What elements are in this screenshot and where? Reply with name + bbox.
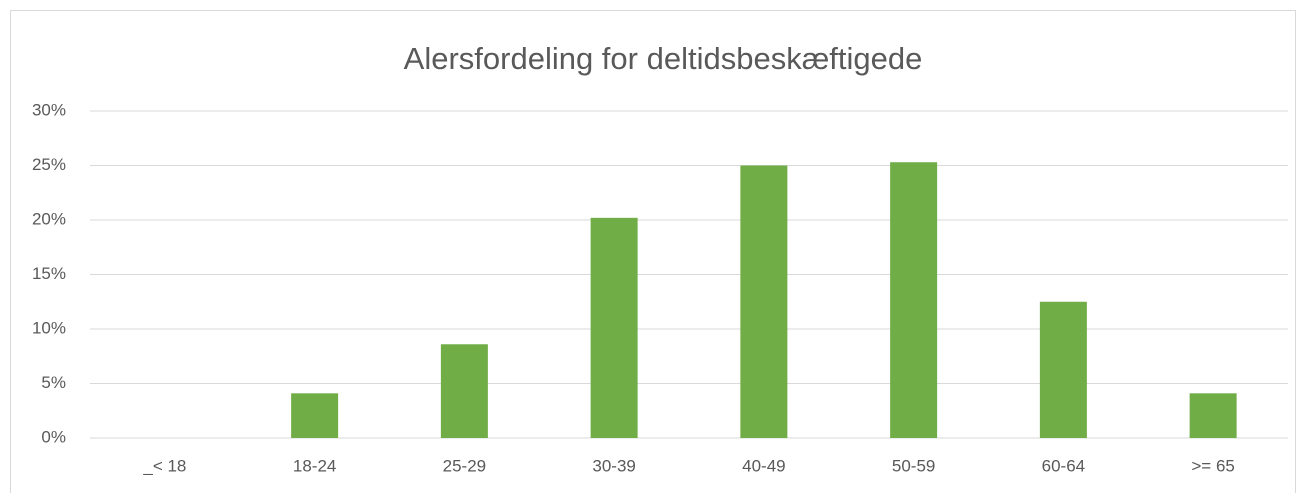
chart-frame: [10, 10, 1296, 493]
bar: [291, 393, 339, 438]
y-tick-label: 25%: [32, 155, 66, 174]
y-tick-label: 20%: [32, 209, 66, 228]
y-tick-label: 30%: [32, 100, 66, 119]
y-tick-label: 0%: [41, 427, 66, 446]
x-tick-label: 50-59: [892, 456, 935, 475]
x-tick-label: 40-49: [742, 456, 785, 475]
y-tick-label: 15%: [32, 264, 66, 283]
x-tick-label: _< 18: [142, 456, 186, 475]
x-tick-label: >= 65: [1191, 456, 1235, 475]
bar: [890, 162, 938, 439]
x-tick-label: 30-39: [592, 456, 635, 475]
y-tick-label: 5%: [41, 373, 66, 392]
bar: [440, 344, 488, 438]
chart-title: Alersfordeling for deltidsbeskæftigede: [404, 41, 923, 76]
bar: [590, 217, 638, 438]
x-tick-label: 60-64: [1042, 456, 1085, 475]
y-tick-label: 10%: [32, 318, 66, 337]
bar: [1189, 393, 1237, 438]
bar: [740, 165, 788, 438]
bar: [1039, 301, 1087, 438]
x-tick-label: 18-24: [293, 456, 336, 475]
x-tick-label: 25-29: [443, 456, 486, 475]
